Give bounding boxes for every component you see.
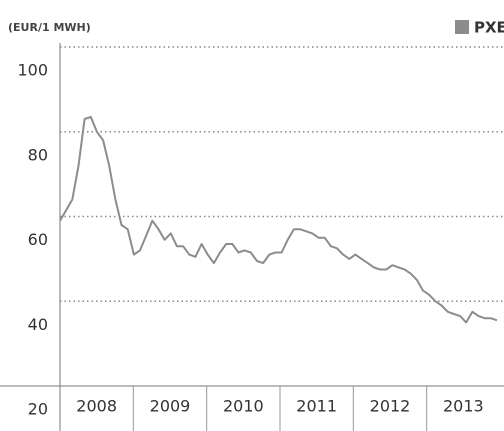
x-tick-label: 2012 <box>370 397 411 416</box>
y-axis-label: (EUR/1 MWH) <box>8 21 91 34</box>
x-tick-label: 2009 <box>150 397 191 416</box>
y-tick-label: 40 <box>28 315 48 334</box>
legend-label: PXE <box>474 19 504 37</box>
line-series <box>59 115 498 324</box>
x-tick-label: 2010 <box>223 397 264 416</box>
y-tick-label: 100 <box>17 61 48 80</box>
legend-swatch <box>455 20 469 34</box>
x-tick-label: 2013 <box>443 397 484 416</box>
y-tick-label: 60 <box>28 230 48 249</box>
y-tick-label: 80 <box>28 145 48 164</box>
y-tick-label: 20 <box>28 400 48 419</box>
x-tick-label: 2011 <box>296 397 337 416</box>
x-tick-label: 2008 <box>76 397 117 416</box>
